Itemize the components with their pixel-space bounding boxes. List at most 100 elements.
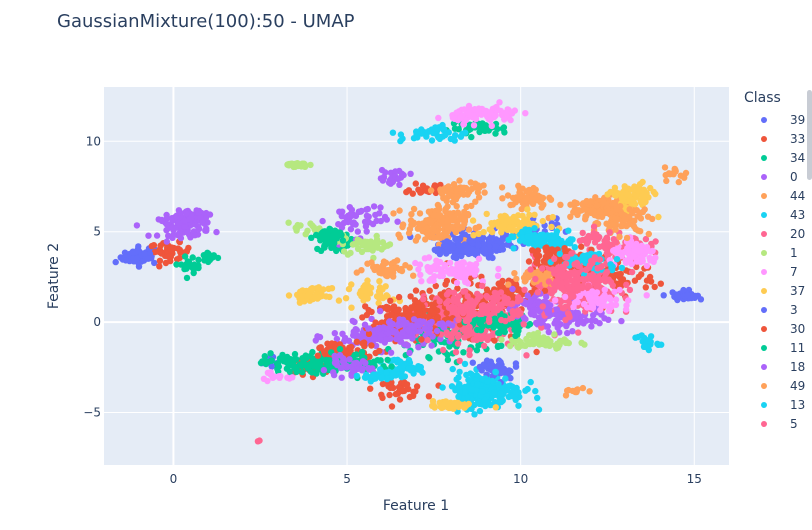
legend-item-13[interactable]: 13 xyxy=(744,395,805,414)
data-point xyxy=(545,328,552,336)
data-point xyxy=(348,372,355,379)
data-point xyxy=(456,383,463,390)
legend-item-20[interactable]: 20 xyxy=(744,224,805,243)
data-point xyxy=(436,298,443,305)
data-point xyxy=(144,255,152,262)
data-point xyxy=(640,343,648,350)
series-13 xyxy=(353,225,626,415)
data-point xyxy=(384,304,392,311)
data-point xyxy=(509,285,516,293)
legend-label: 1 xyxy=(790,245,798,260)
data-point xyxy=(427,307,434,314)
x-tick-label: 15 xyxy=(687,472,702,486)
data-point xyxy=(652,190,659,198)
data-point xyxy=(489,228,496,236)
legend-item-7[interactable]: 7 xyxy=(744,262,805,281)
legend-item-39[interactable]: 39 xyxy=(744,110,805,129)
legend-item-49[interactable]: 49 xyxy=(744,376,805,395)
data-point xyxy=(574,309,582,317)
data-point xyxy=(396,334,403,341)
data-point xyxy=(426,319,433,327)
data-point xyxy=(416,261,424,268)
data-point xyxy=(512,396,519,404)
gridlines xyxy=(104,87,729,465)
data-point xyxy=(597,277,604,284)
data-point xyxy=(453,272,460,279)
data-point xyxy=(504,241,511,248)
data-point xyxy=(412,237,420,244)
data-point xyxy=(522,316,529,323)
data-point xyxy=(483,286,491,293)
data-point xyxy=(491,289,499,296)
data-point xyxy=(290,356,298,363)
data-point xyxy=(464,394,471,401)
data-point xyxy=(380,324,387,331)
data-point xyxy=(551,287,558,294)
legend-item-44[interactable]: 44 xyxy=(744,186,805,205)
legend-item-11[interactable]: 11 xyxy=(744,338,805,357)
data-point xyxy=(431,182,439,189)
data-point xyxy=(388,272,396,279)
data-point xyxy=(463,203,470,211)
data-point xyxy=(307,161,314,169)
legend-item-30[interactable]: 30 xyxy=(744,319,805,338)
legend-item-0[interactable]: 0 xyxy=(744,167,805,186)
data-point xyxy=(201,252,208,259)
data-point xyxy=(616,233,623,240)
data-point xyxy=(415,344,422,351)
data-point xyxy=(642,235,650,243)
data-point xyxy=(351,351,358,359)
data-point xyxy=(361,218,369,225)
data-point xyxy=(464,293,471,300)
data-point xyxy=(466,347,473,354)
data-point xyxy=(631,217,638,225)
legend-item-5[interactable]: 5 xyxy=(744,414,805,433)
data-point xyxy=(514,307,522,314)
legend-marker xyxy=(761,401,767,408)
legend-item-18[interactable]: 18 xyxy=(744,357,805,376)
data-point xyxy=(492,369,499,376)
data-point xyxy=(488,122,495,130)
data-point xyxy=(651,283,658,291)
data-point xyxy=(364,277,371,284)
data-point xyxy=(407,170,414,177)
data-point xyxy=(486,238,494,245)
data-point xyxy=(519,212,526,220)
legend-item-1[interactable]: 1 xyxy=(744,243,805,262)
data-point xyxy=(350,329,358,336)
data-point xyxy=(436,135,443,142)
data-point xyxy=(378,166,386,174)
x-axis-title: Feature 1 xyxy=(383,498,449,514)
data-point xyxy=(435,246,442,253)
legend-marker xyxy=(761,230,767,237)
data-point xyxy=(359,340,366,347)
legend-item-34[interactable]: 34 xyxy=(744,148,805,167)
data-point xyxy=(428,342,435,349)
data-point xyxy=(455,393,462,400)
data-point xyxy=(645,346,652,354)
data-point xyxy=(460,403,468,410)
data-point xyxy=(527,378,534,386)
data-point xyxy=(637,215,645,222)
data-point xyxy=(173,261,180,268)
data-point xyxy=(370,203,378,210)
data-point xyxy=(415,304,422,311)
data-point xyxy=(394,218,401,225)
legend-item-33[interactable]: 33 xyxy=(744,129,805,148)
data-point xyxy=(570,293,577,300)
data-point xyxy=(588,323,595,330)
data-point xyxy=(596,320,603,327)
data-point xyxy=(370,263,377,270)
legend-item-37[interactable]: 37 xyxy=(744,281,805,300)
data-point xyxy=(655,213,662,221)
legend-item-43[interactable]: 43 xyxy=(744,205,805,224)
data-point xyxy=(461,388,468,396)
data-point xyxy=(338,224,346,231)
data-point xyxy=(390,210,397,217)
data-point xyxy=(638,247,645,254)
data-point xyxy=(643,292,650,299)
legend-scrollbar[interactable] xyxy=(807,90,812,180)
data-point xyxy=(351,360,358,367)
legend-item-3[interactable]: 3 xyxy=(744,300,805,319)
